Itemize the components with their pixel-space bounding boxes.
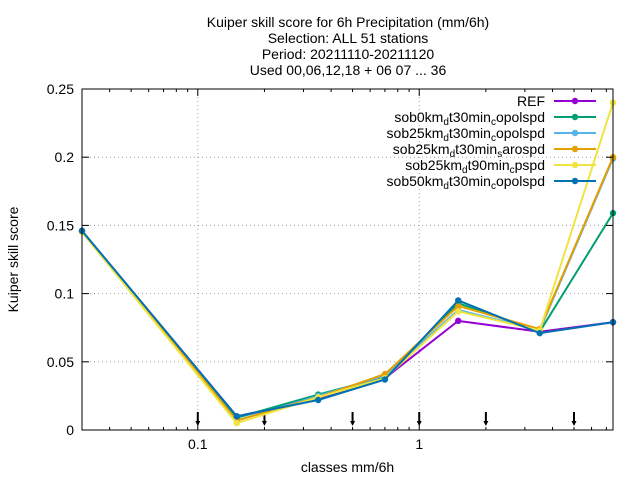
data-point: [455, 302, 462, 310]
legend-label-part: t30min: [449, 173, 491, 189]
legend-label: REF: [517, 93, 545, 109]
legend-label: sob50kmdt30mincopolspd: [387, 173, 545, 192]
legend-swatch-point: [571, 113, 579, 121]
title-line: Kuiper skill score for 6h Precipitation …: [207, 14, 489, 30]
series-line: [81, 158, 614, 422]
legend-label-part: opolspd: [496, 109, 545, 125]
legend-label-part: REF: [517, 93, 545, 109]
legend-label-subscript: d: [443, 181, 449, 192]
y-tick-label: 0.05: [47, 354, 74, 370]
legend-label-subscript: d: [450, 149, 456, 160]
legend-label-subscript: d: [462, 165, 468, 176]
data-point: [233, 419, 240, 427]
data-point: [381, 376, 389, 383]
legend-label-part: sob0km: [394, 109, 443, 125]
chart-title: Kuiper skill score for 6h Precipitation …: [207, 14, 489, 78]
x-tick-label: 0.1: [188, 436, 208, 452]
legend-label-subscript: s: [497, 149, 502, 160]
data-point: [455, 297, 462, 304]
data-point: [455, 308, 462, 315]
class-marker-head: [571, 421, 577, 426]
legend-label-part: sob25km: [387, 125, 444, 141]
legend-label-part: t30min: [449, 109, 491, 125]
class-marker-head: [483, 421, 489, 426]
data-point: [315, 396, 322, 404]
legend-label-subscript: c: [510, 165, 515, 176]
y-tick-label: 0.2: [55, 149, 75, 165]
legend-label-subscript: d: [443, 117, 449, 128]
legend-label-part: sob25km: [405, 157, 462, 173]
legend-label-part: arospd: [502, 141, 545, 157]
legend-label-subscript: c: [491, 133, 496, 144]
series-group: [78, 99, 617, 427]
plot-frame: [81, 88, 614, 431]
legend-label-part: t90min: [468, 157, 510, 173]
legend-label: sob25kmdt30minsarospd: [393, 141, 545, 160]
y-tick-label: 0.25: [47, 81, 74, 97]
x-axis-label: classes mm/6h: [301, 459, 394, 475]
legend-label-subscript: c: [491, 117, 496, 128]
y-tick-label: 0.15: [47, 217, 74, 233]
legend-swatch-point: [571, 161, 579, 169]
legend-label-part: sob50km: [387, 173, 444, 189]
legend-label-part: sob25km: [393, 141, 450, 157]
legend-label: sob25kmdt30mincopolspd: [387, 125, 545, 144]
legend-label-subscript: d: [443, 133, 449, 144]
data-point: [233, 413, 240, 420]
class-marker-head: [261, 421, 267, 426]
legend-label: sob25kmdt90mincpspd: [405, 157, 545, 176]
legend-label-part: pspd: [515, 157, 545, 173]
x-tick-label: 1: [415, 436, 423, 452]
class-markers: [195, 412, 577, 426]
tick-labels: 0 0.05 0.1 0.15 0.2 0.25 0.1 1: [47, 81, 613, 452]
legend-swatch-point: [571, 97, 579, 105]
legend-label: sob0kmdt30mincopolspd: [394, 109, 545, 128]
title-line: Period: 20211110-20211120: [262, 46, 435, 62]
title-line: Used 00,06,12,18 + 06 07 ... 36: [250, 62, 447, 78]
title-line: Selection: ALL 51 stations: [268, 30, 429, 46]
legend-swatch-point: [571, 145, 579, 153]
class-marker-head: [350, 421, 356, 426]
data-point: [536, 329, 543, 337]
legend-label-part: t30min: [455, 141, 497, 157]
legend-label-part: opolspd: [496, 173, 545, 189]
y-tick-label: 0.1: [55, 286, 75, 302]
legend-label-part: opolspd: [496, 125, 545, 141]
legend-label-part: t30min: [449, 125, 491, 141]
series-line: [81, 156, 614, 422]
legend-label-subscript: c: [491, 181, 496, 192]
y-tick-label: 0: [66, 422, 74, 438]
legend: REFsob0kmdt30mincopolspdsob25kmdt30minco…: [387, 93, 596, 192]
y-axis-label: Kuiper skill score: [5, 206, 21, 312]
legend-swatch-point: [571, 177, 579, 185]
legend-swatch-point: [571, 129, 579, 137]
data-point: [455, 317, 462, 325]
